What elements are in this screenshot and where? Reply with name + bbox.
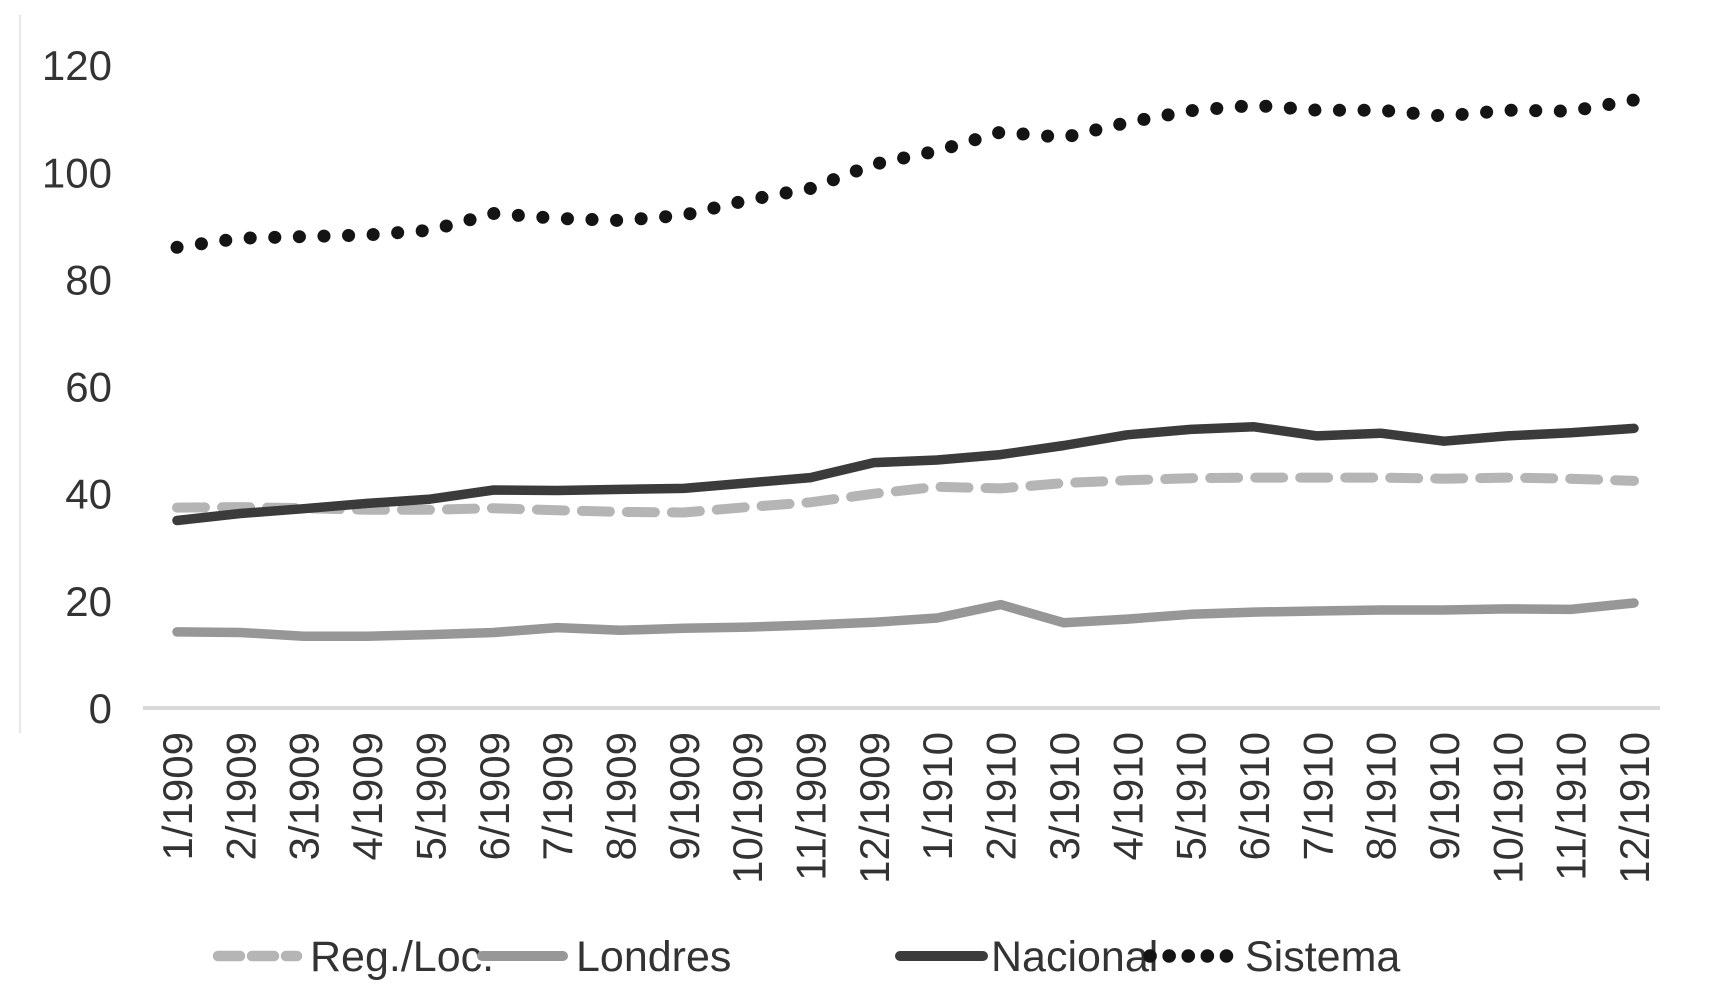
x-tick-label: 6/1910 <box>1231 732 1278 860</box>
x-tick-label: 2/1910 <box>978 732 1025 860</box>
y-tick-label: 0 <box>89 685 112 732</box>
x-tick-label: 12/1910 <box>1611 732 1658 884</box>
y-tick-label: 20 <box>65 578 112 625</box>
legend-item-nacional: Nacional <box>895 933 1158 981</box>
legend-item-reg-loc: Reg./Loc. <box>212 933 494 981</box>
series-line-londres <box>172 598 1639 641</box>
x-tick-label: 9/1910 <box>1421 732 1468 860</box>
x-tick-label: 7/1909 <box>534 732 581 860</box>
y-tick-label: 120 <box>42 42 112 89</box>
x-tick-label: 10/1909 <box>724 732 771 884</box>
series-line-nacional <box>172 422 1639 526</box>
series-line-sistema <box>170 93 1641 254</box>
x-tick-label: 4/1909 <box>344 732 391 860</box>
legend-item-londres: Londres <box>477 933 731 981</box>
legend-label-sistema: Sistema <box>1245 933 1400 981</box>
x-tick-label: 3/1910 <box>1041 732 1088 860</box>
x-tick-label: 5/1910 <box>1168 732 1215 860</box>
x-tick-label: 12/1909 <box>851 732 898 884</box>
y-tick-label: 60 <box>65 364 112 411</box>
legend-item-sistema: Sistema <box>1143 933 1400 981</box>
x-tick-label: 9/1909 <box>661 732 708 860</box>
y-tick-label: 100 <box>42 149 112 196</box>
x-tick-label: 4/1910 <box>1104 732 1151 860</box>
x-tick-label: 1/1909 <box>154 732 201 860</box>
legend-label-londres: Londres <box>576 933 731 981</box>
x-tick-label: 8/1909 <box>597 732 644 860</box>
x-tick-label: 6/1909 <box>471 732 518 860</box>
legend-label-nacional: Nacional <box>991 933 1158 981</box>
x-tick-label: 1/1910 <box>914 732 961 860</box>
y-tick-label: 80 <box>65 256 112 303</box>
x-tick-label: 5/1909 <box>407 732 454 860</box>
x-tick-label: 8/1910 <box>1358 732 1405 860</box>
x-tick-label: 11/1910 <box>1548 732 1595 881</box>
x-tick-label: 3/1909 <box>281 732 328 860</box>
legend-label-reg-loc: Reg./Loc. <box>310 933 494 981</box>
series-line-reg-loc <box>172 472 1639 518</box>
y-tick-label: 40 <box>65 471 112 518</box>
x-tick-label: 10/1910 <box>1484 732 1531 884</box>
x-tick-label: 7/1910 <box>1294 732 1341 860</box>
x-tick-label: 11/1909 <box>788 732 835 881</box>
x-tick-label: 2/1909 <box>217 732 264 860</box>
